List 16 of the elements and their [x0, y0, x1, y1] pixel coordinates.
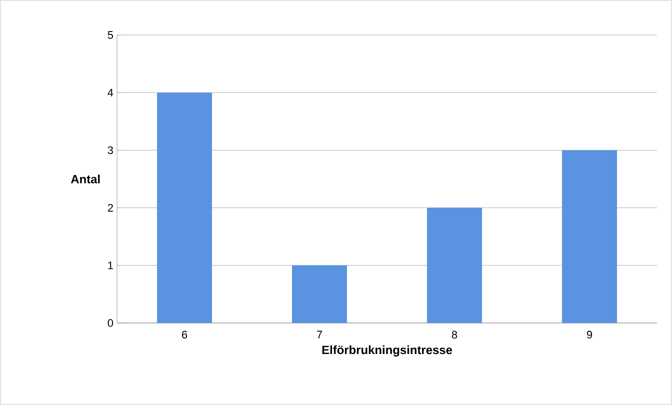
x-tick-label: 6 — [182, 330, 188, 339]
bar — [292, 265, 348, 323]
bar — [562, 150, 618, 323]
y-tick-label: 5 — [108, 31, 114, 39]
bar — [427, 208, 482, 323]
bar — [157, 92, 212, 323]
x-tick-label: 8 — [452, 330, 458, 339]
x-axis-title: Elförbrukningsintresse — [322, 345, 452, 357]
y-tick-label: 4 — [108, 88, 114, 96]
x-tick-label: 7 — [317, 330, 322, 338]
y-tick-label: 0 — [108, 319, 114, 327]
y-axis-title: Antal — [70, 174, 100, 184]
y-tick-label: 1 — [108, 262, 113, 270]
y-tick-label: 3 — [108, 146, 113, 154]
x-tick-label: 9 — [586, 330, 592, 339]
y-tick-label: 2 — [108, 204, 113, 212]
